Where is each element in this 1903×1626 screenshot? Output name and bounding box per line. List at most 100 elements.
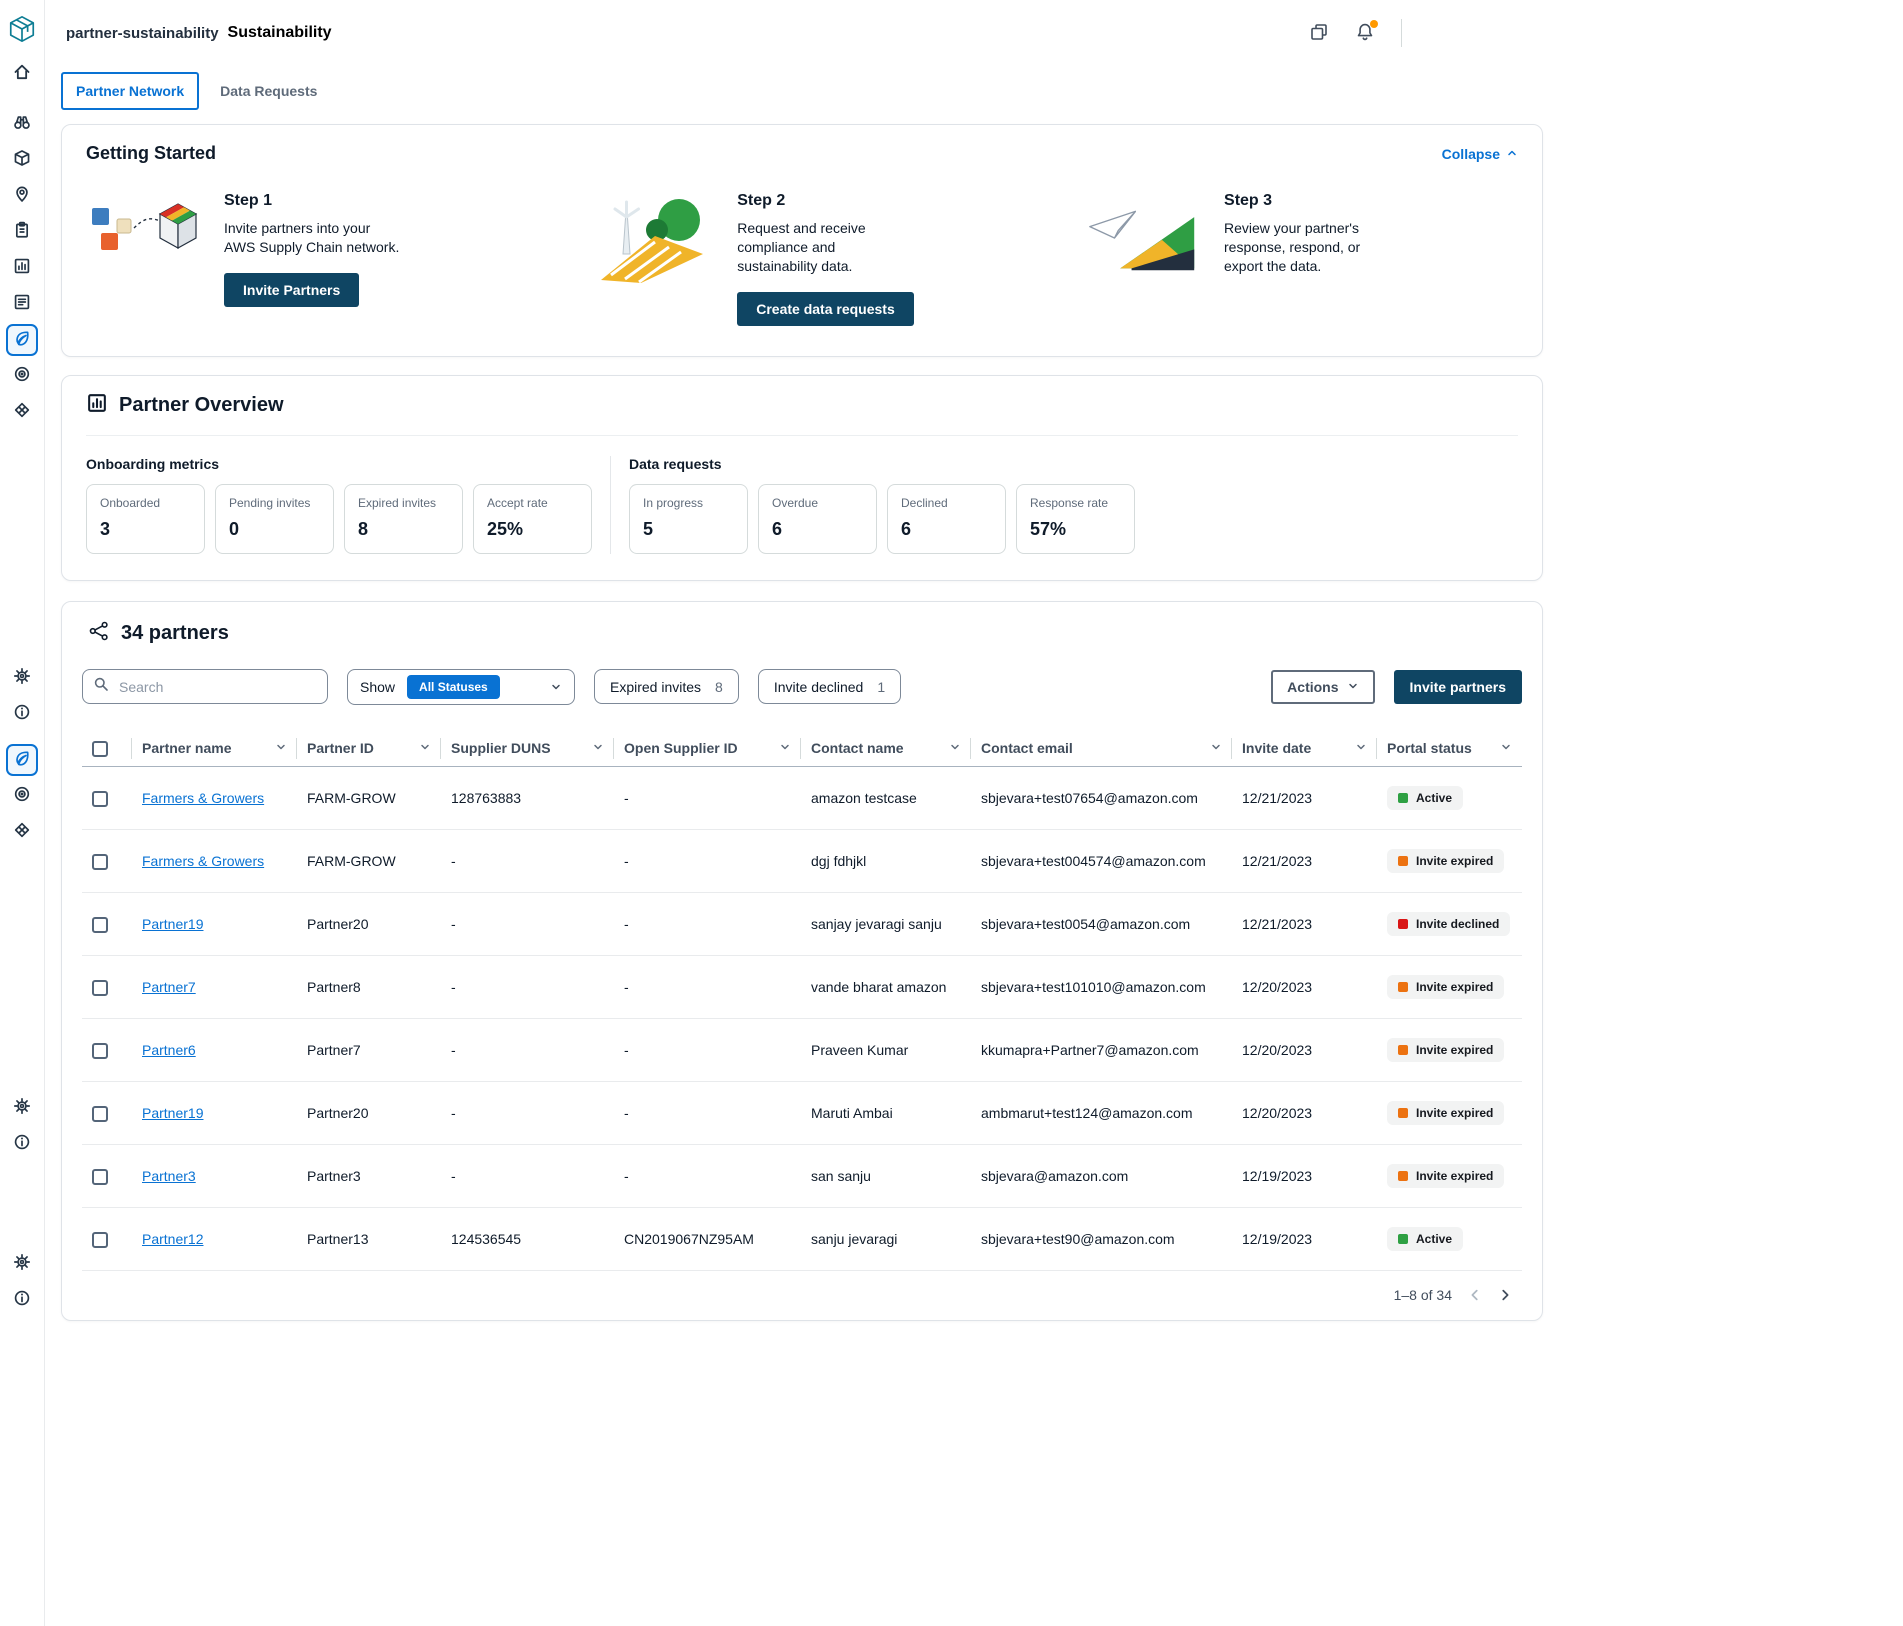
sidebar-item-bar-chart[interactable] xyxy=(6,252,38,284)
leaf-icon xyxy=(13,749,31,772)
chip-count: 8 xyxy=(715,678,723,695)
status-filter-select[interactable]: Show All Statuses xyxy=(347,668,575,705)
metric-tile: Overdue 6 xyxy=(758,483,877,554)
contact-email-cell: sbjevara+test004574@amazon.com xyxy=(971,829,1232,893)
sidebar-group xyxy=(6,1246,38,1318)
partner-name-link[interactable]: Partner3 xyxy=(142,1167,196,1184)
partner-name-link[interactable]: Farmers & Growers xyxy=(142,789,265,806)
partners-table-body: Farmers & Growers FARM-GROW 128763883- amaz… xyxy=(82,766,1522,1271)
chevron-up-icon xyxy=(1506,146,1518,162)
row-checkbox[interactable] xyxy=(92,790,108,807)
status-badge: Invite expired xyxy=(1387,1100,1505,1125)
sidebar-item-clipboard[interactable] xyxy=(6,216,38,248)
app-name-breadcrumb[interactable]: partner-sustainability xyxy=(66,24,219,42)
sidebar-item-location[interactable] xyxy=(6,180,38,212)
partner-name-link[interactable]: Partner6 xyxy=(142,1041,196,1058)
partner-name-link[interactable]: Farmers & Growers xyxy=(142,852,265,869)
contact-email-cell: sbjevara+test07654@amazon.com xyxy=(971,766,1232,830)
steps-row: Step 1 Invite partners into your AWS Sup… xyxy=(86,192,1518,326)
sidebar-item-cube[interactable] xyxy=(6,816,38,848)
row-checkbox[interactable] xyxy=(92,1042,108,1059)
invite-date-cell: 12/20/2023 xyxy=(1232,1081,1377,1145)
invite-date-cell: 12/20/2023 xyxy=(1232,955,1377,1019)
contact-name-cell: vande bharat amazon xyxy=(801,955,971,1019)
status-badge: Invite expired xyxy=(1387,974,1505,999)
metric-value: 6 xyxy=(901,518,912,539)
sidebar-item-home[interactable] xyxy=(6,58,38,90)
metric-tile: Onboarded 3 xyxy=(86,483,205,554)
step-3: Step 3 Review your partner's response, r… xyxy=(1086,192,1518,326)
column-header[interactable]: Partner name xyxy=(132,730,297,767)
status-badge: Invite expired xyxy=(1387,1163,1505,1188)
row-checkbox[interactable] xyxy=(92,1168,108,1185)
partner-name-link[interactable]: Partner12 xyxy=(142,1230,204,1247)
table-row: Farmers & Growers FARM-GROW - - dgj fdhjkl sb… xyxy=(82,829,1522,893)
sidebar xyxy=(0,0,45,1626)
row-checkbox[interactable] xyxy=(92,1231,108,1248)
sidebar-item-leaf[interactable] xyxy=(6,744,38,776)
sort-chevron-icon xyxy=(949,740,961,756)
partner-name-link[interactable]: Partner19 xyxy=(142,1104,204,1121)
column-header[interactable]: Contact name xyxy=(801,730,971,767)
top-bar: partner-sustainability Sustainability xyxy=(45,0,1562,66)
invite-partners-button[interactable]: Invite partners xyxy=(1393,669,1522,704)
table-row: Partner19 Partner20- - Maruti Ambai ambmarut… xyxy=(82,1081,1522,1145)
pagination-prev-button[interactable] xyxy=(1468,1288,1482,1302)
step3-illustration xyxy=(1086,192,1198,284)
actions-button[interactable]: Actions xyxy=(1271,669,1375,704)
sidebar-item-news[interactable] xyxy=(6,288,38,320)
sidebar-item-gear[interactable] xyxy=(6,1248,38,1280)
invite-partners-step-button[interactable]: Invite Partners xyxy=(224,272,360,307)
tab-data-requests[interactable]: Data Requests xyxy=(220,83,318,99)
page-title: Sustainability xyxy=(227,24,332,41)
column-header[interactable]: Open Supplier ID xyxy=(614,730,801,767)
filter-chip-expired-invites[interactable]: Expired invites 8 xyxy=(594,669,739,705)
filter-chip-invite-declined[interactable]: Invite declined 1 xyxy=(757,669,902,705)
sidebar-item-gear[interactable] xyxy=(6,1092,38,1124)
bar-chart-icon xyxy=(86,392,108,419)
row-checkbox[interactable] xyxy=(92,853,108,870)
notifications-bell-icon[interactable] xyxy=(1355,20,1378,44)
sidebar-item-info[interactable] xyxy=(6,698,38,730)
metric-label: Overdue xyxy=(772,495,819,510)
column-header[interactable]: Portal status xyxy=(1377,730,1522,767)
sidebar-item-gear[interactable] xyxy=(6,662,38,694)
search-input[interactable] xyxy=(117,677,317,696)
partner-id-cell: Partner8 xyxy=(297,955,441,1019)
supplier-duns-cell: - xyxy=(441,1018,614,1082)
apps-icon[interactable] xyxy=(1309,22,1331,44)
row-checkbox[interactable] xyxy=(92,1105,108,1122)
onboarding-metrics-group: Onboarding metrics Onboarded 3 Pending inv… xyxy=(86,456,592,554)
column-header[interactable]: Partner ID xyxy=(297,730,441,767)
sidebar-item-target[interactable] xyxy=(6,360,38,392)
clipboard-icon xyxy=(13,221,31,244)
column-header[interactable]: Supplier DUNS xyxy=(441,730,614,767)
tab-partner-network[interactable]: Partner Network xyxy=(61,72,200,110)
metric-value: 5 xyxy=(643,518,654,539)
sidebar-item-cube[interactable] xyxy=(6,396,38,428)
sidebar-item-info[interactable] xyxy=(6,1284,38,1316)
row-checkbox[interactable] xyxy=(92,979,108,996)
sidebar-item-info[interactable] xyxy=(6,1128,38,1160)
partner-name-link[interactable]: Partner7 xyxy=(142,978,196,995)
collapse-link[interactable]: Collapse xyxy=(1442,146,1518,162)
metric-value: 3 xyxy=(100,518,111,539)
sidebar-item-leaf[interactable] xyxy=(6,324,38,356)
aws-supply-chain-logo[interactable] xyxy=(7,14,37,44)
sidebar-item-binoculars[interactable] xyxy=(6,108,38,140)
sidebar-group xyxy=(6,56,38,92)
select-all-checkbox[interactable] xyxy=(92,740,108,757)
create-data-requests-button[interactable]: Create data requests xyxy=(737,291,914,326)
contact-name-cell: sanju jevaragi xyxy=(801,1207,971,1271)
sidebar-item-package[interactable] xyxy=(6,144,38,176)
row-checkbox[interactable] xyxy=(92,916,108,933)
pagination-next-button[interactable] xyxy=(1498,1288,1512,1302)
column-header[interactable]: Invite date xyxy=(1232,730,1377,767)
collapse-label: Collapse xyxy=(1441,145,1500,162)
open-supplier-id-cell: - xyxy=(614,955,801,1019)
column-header[interactable]: Contact email xyxy=(971,730,1232,767)
partner-name-link[interactable]: Partner19 xyxy=(142,915,204,932)
sidebar-group xyxy=(6,742,38,850)
metric-label: Declined xyxy=(901,495,948,510)
sidebar-item-target[interactable] xyxy=(6,780,38,812)
